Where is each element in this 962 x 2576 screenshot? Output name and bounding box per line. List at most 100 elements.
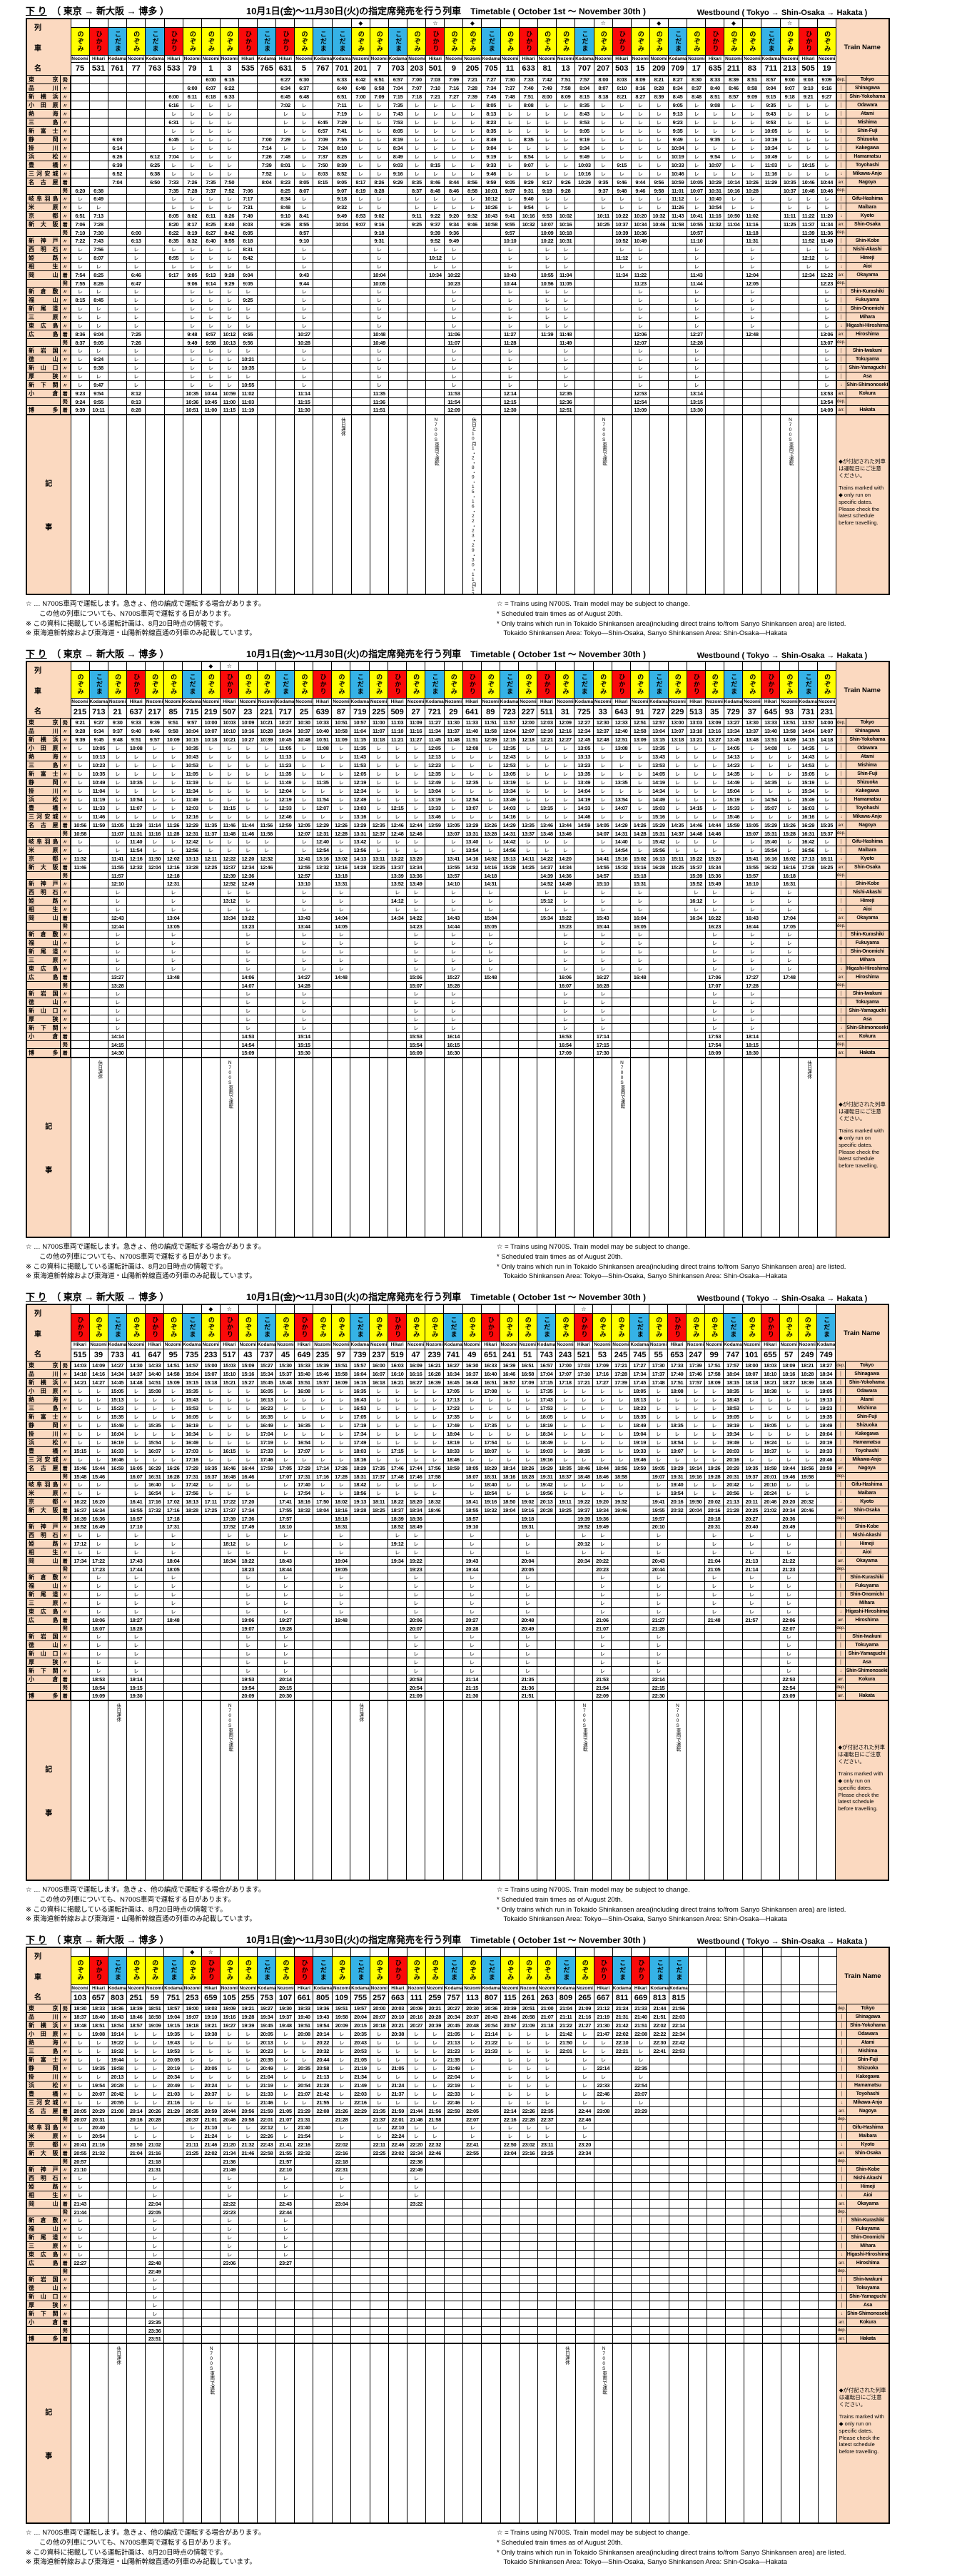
time-cell <box>761 372 781 381</box>
time-cell <box>127 187 146 195</box>
train-type-cell: のぞみ <box>444 671 462 699</box>
remark-note-cell <box>501 415 520 594</box>
station-name-en: Mikawa-Anjo <box>846 813 889 821</box>
time-cell: 7:15 <box>388 93 407 101</box>
route-marker: ↓ <box>836 1024 846 1033</box>
time-cell: レ <box>463 161 482 170</box>
time-cell <box>146 93 165 101</box>
time-cell: 8:48 <box>687 93 706 101</box>
time-cell <box>519 990 537 998</box>
time-cell: レ <box>388 888 407 897</box>
station-row: 新山口〃レレレレレレレレレ│Shin-Yamaguchi <box>26 1007 889 1015</box>
station-name-en: Asa <box>846 372 889 381</box>
time-cell <box>687 939 705 948</box>
train-number: 201 <box>351 63 370 76</box>
time-cell <box>781 322 799 330</box>
time-cell <box>818 1041 836 1049</box>
train-type-romaji: Nozomi <box>164 1342 183 1349</box>
time-cell <box>146 187 165 195</box>
time-cell <box>257 1033 275 1041</box>
route-marker: │ <box>836 761 846 770</box>
train-number: 705 <box>482 63 501 76</box>
train-type-cell: こだま <box>108 28 127 56</box>
train-number: 1 <box>201 63 220 76</box>
time-cell: レ <box>781 110 799 118</box>
time-cell <box>594 330 612 339</box>
station-name-en: Gifu-Hashima <box>846 195 889 203</box>
time-cell: 7:04 <box>164 153 183 161</box>
station-suffix: 〃 <box>60 355 71 364</box>
time-cell: レ <box>481 930 500 939</box>
time-cell: レ <box>370 313 388 322</box>
time-cell <box>519 965 537 973</box>
time-cell: レ <box>780 906 799 914</box>
time-cell <box>257 923 275 930</box>
time-cell: レ <box>463 127 482 136</box>
train-type-cell: のぞみ <box>481 671 500 699</box>
time-cell: 10:22 <box>445 271 463 280</box>
time-cell: 12:07 <box>519 727 537 736</box>
time-cell: レ <box>220 313 238 322</box>
time-cell: レ <box>201 347 220 355</box>
time-cell: レ <box>556 1413 574 1421</box>
time-cell <box>668 948 687 956</box>
time-cell <box>631 1033 649 1041</box>
time-cell: 12:30 <box>501 406 520 415</box>
time-cell: 17:09 <box>518 1379 537 1387</box>
time-cell: 17:19 <box>350 1421 370 1430</box>
time-cell <box>818 914 836 923</box>
train-number: 703 <box>388 63 407 76</box>
time-cell <box>313 398 333 406</box>
time-cell <box>500 948 519 956</box>
route-marker: │ <box>836 736 846 744</box>
time-cell <box>351 355 370 364</box>
time-cell: 15:53 <box>407 1033 425 1041</box>
time-cell: 10:48 <box>370 330 388 339</box>
station-suffix: 〃 <box>60 846 71 855</box>
time-cell <box>612 398 631 406</box>
train-type-jp: ひかり <box>805 31 811 52</box>
time-cell: レ <box>818 153 836 161</box>
time-cell: レ <box>556 1024 574 1033</box>
time-cell <box>351 406 370 415</box>
time-cell: 9:54 <box>89 390 108 398</box>
time-cell: レ <box>444 1007 462 1015</box>
time-cell: 13:07 <box>668 727 687 736</box>
time-cell <box>799 339 818 347</box>
time-cell <box>146 888 164 897</box>
time-cell <box>220 973 238 982</box>
time-cell: 8:05 <box>482 101 501 110</box>
time-cell: レ <box>71 245 89 254</box>
time-cell <box>313 245 333 254</box>
time-cell: 10:27 <box>275 719 295 727</box>
station-row: 相 生〃レレレレレレレレレレレレレレレレレレレレレ↓Aioi <box>26 263 889 271</box>
train-type-jp: ひかり <box>767 1317 774 1338</box>
time-cell: レ <box>818 170 836 178</box>
time-cell: 11:37 <box>444 727 462 736</box>
time-cell: 14:27 <box>89 1379 108 1387</box>
time-cell <box>761 263 781 271</box>
time-cell <box>146 322 165 330</box>
time-cell: 14:35 <box>761 779 780 787</box>
time-cell: 16:57 <box>537 1361 556 1370</box>
mark-cell <box>295 661 313 671</box>
remark-note-cell <box>649 415 668 594</box>
station-name-text: 新横浜 <box>27 93 60 101</box>
time-cell <box>799 305 818 313</box>
time-cell: レ <box>557 161 575 170</box>
time-cell: レ <box>444 998 462 1007</box>
train-type-romaji: Nozomi <box>332 699 350 706</box>
time-cell: レ <box>594 136 612 144</box>
time-cell <box>612 982 631 990</box>
time-cell <box>313 998 332 1007</box>
remark-note-cell <box>108 1058 127 1237</box>
station-name-en: Kakegawa <box>846 787 889 796</box>
train-type-cell: のぞみ <box>201 671 220 699</box>
time-cell <box>724 296 743 305</box>
time-cell: 9:41 <box>501 212 520 220</box>
remark-note-cell <box>557 415 575 594</box>
time-cell: レ <box>164 796 183 804</box>
